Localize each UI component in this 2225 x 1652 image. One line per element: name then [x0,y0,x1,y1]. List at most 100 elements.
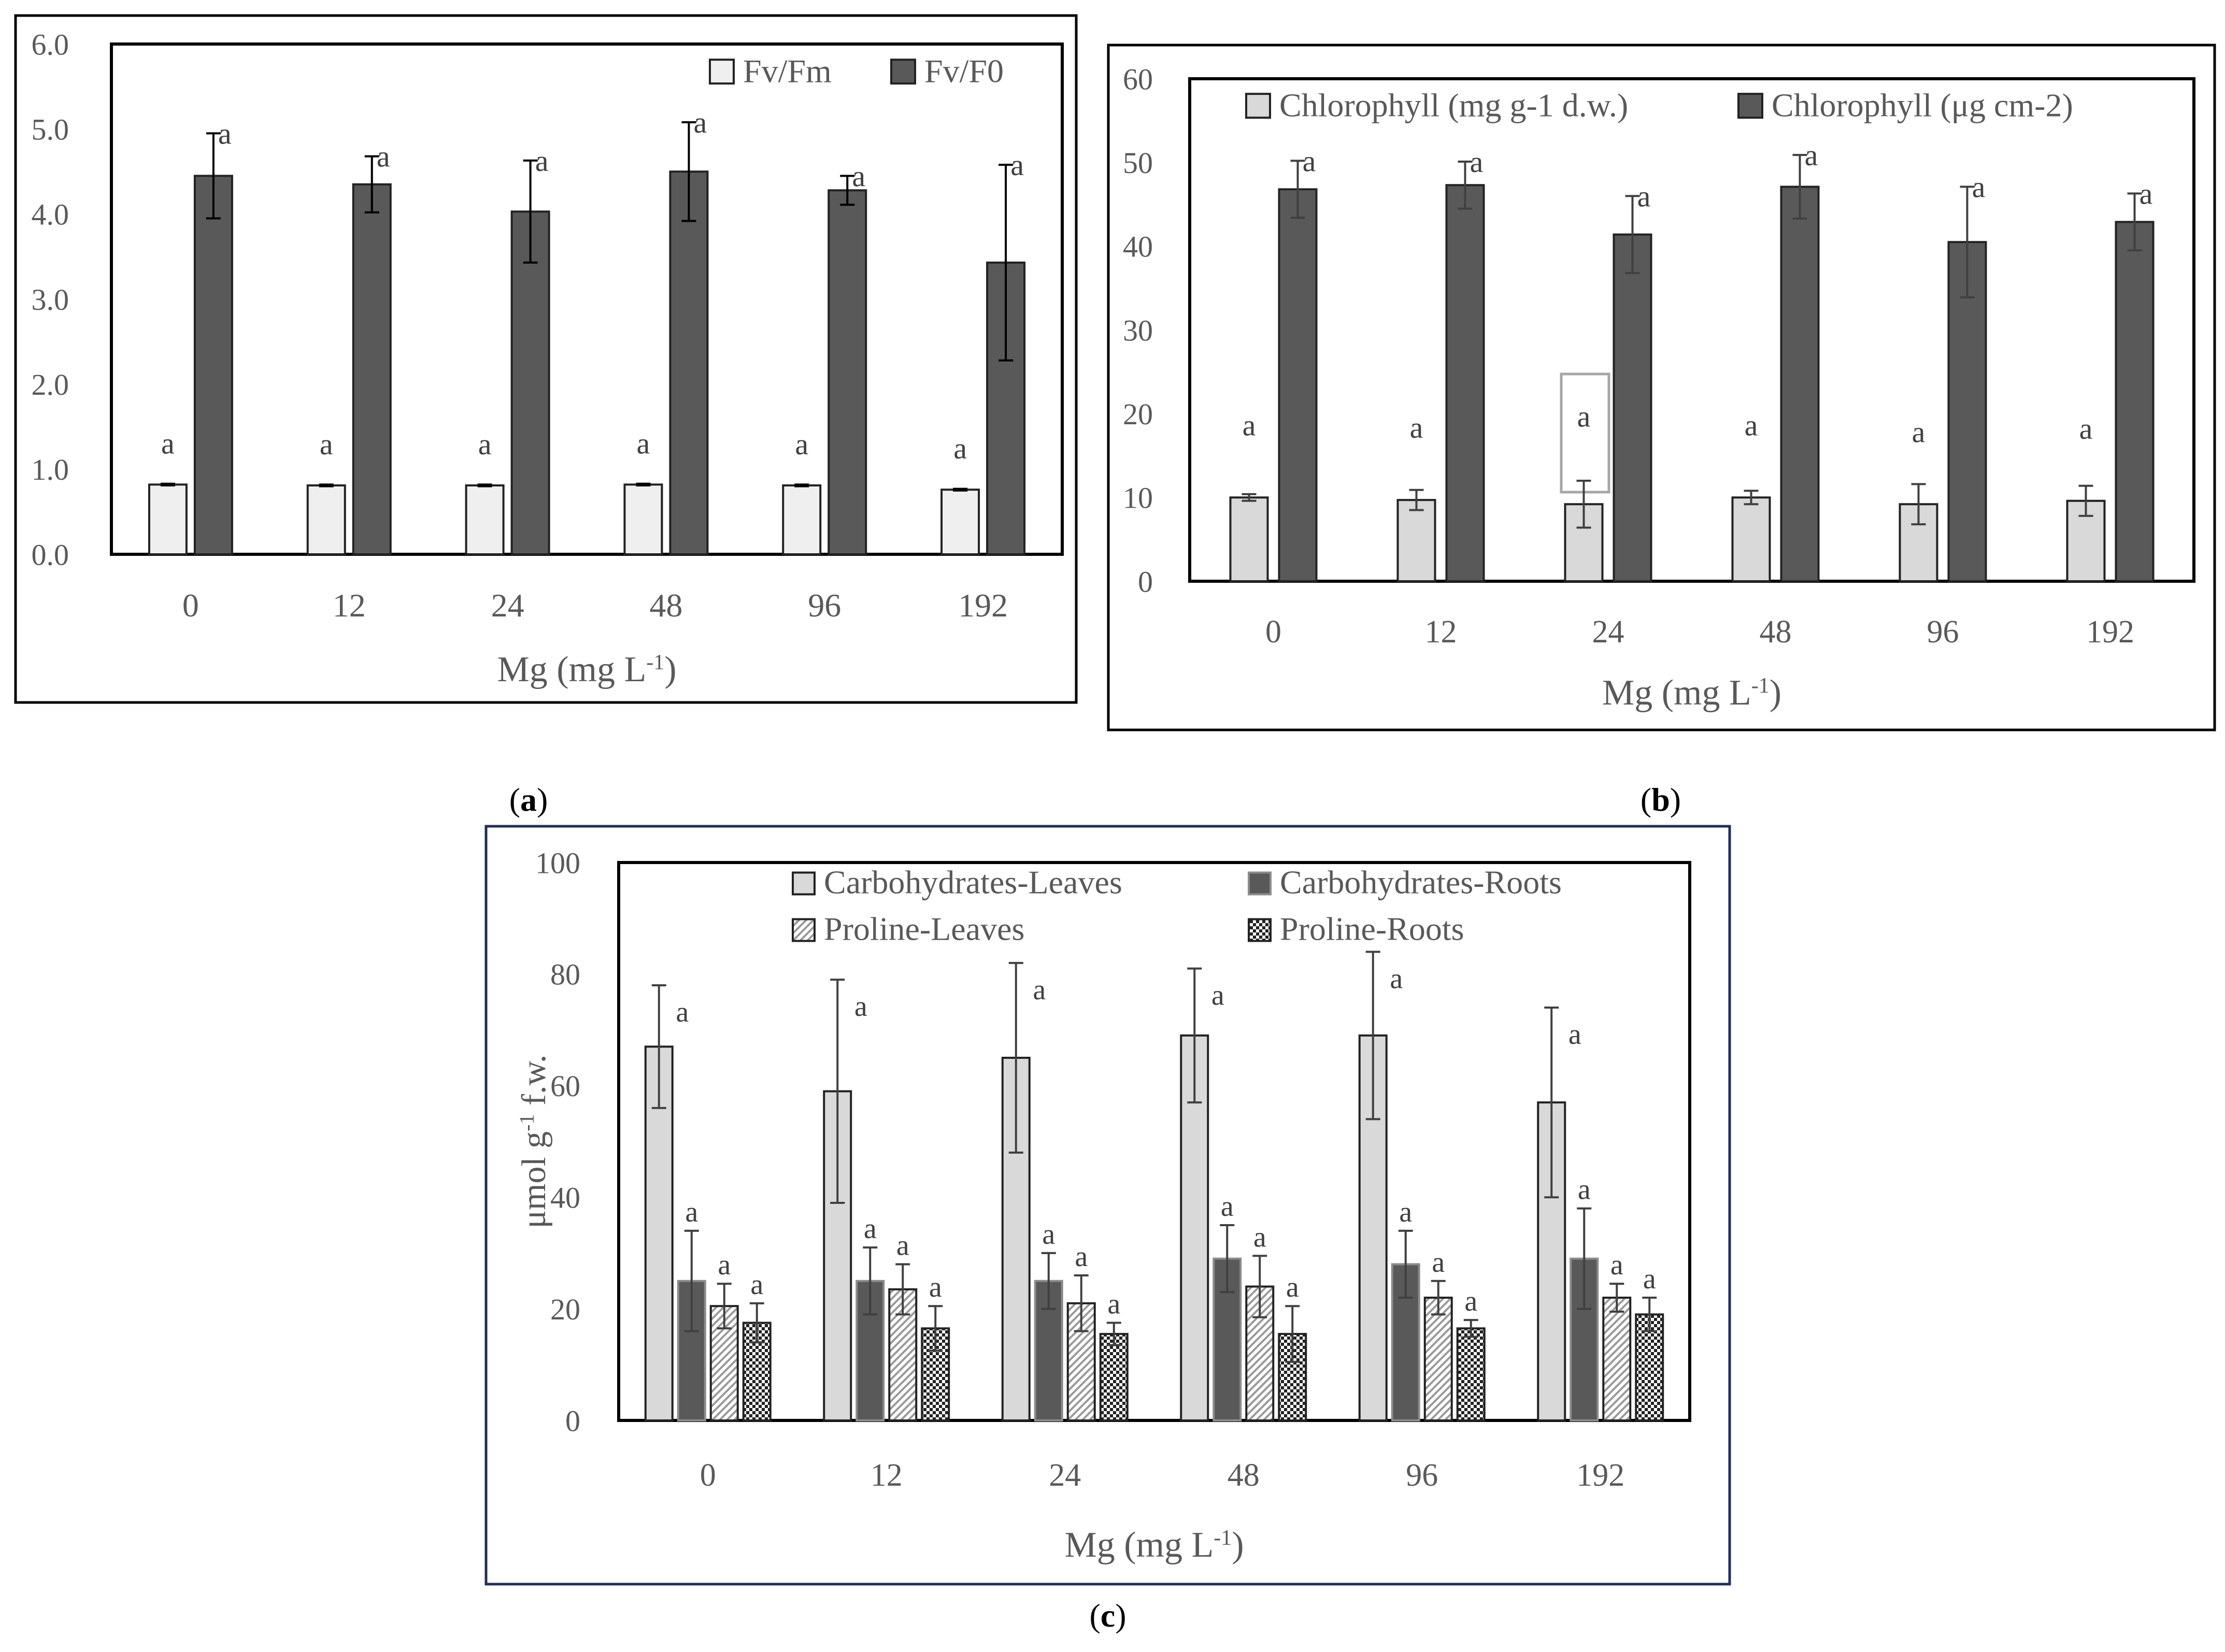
bar [782,484,822,556]
x-tick-label: 12 [333,587,366,624]
legend-label: Chlorophyll (μg cm-2) [1772,87,2073,123]
bar [1445,184,1485,583]
bar [1456,1327,1486,1421]
x-tick-label: 48 [1760,614,1792,650]
y-tick-label: 60 [1123,62,1153,96]
y-tick-label: 40 [1123,230,1153,264]
bar [1602,1297,1632,1422]
panel-a-frame [14,14,1078,704]
significance-letter: a [1221,1190,1234,1223]
bar [1099,1333,1129,1421]
significance-letter: a [1464,1285,1477,1317]
panel-c-plot-area [617,861,1691,1422]
y-axis-label: μmol g-1 f.w. [515,1055,553,1229]
bar [669,170,709,555]
x-tick-label: 96 [1406,1458,1438,1493]
significance-letter: a [1399,1196,1412,1228]
significance-letter: a [795,427,808,461]
x-tick-label: 12 [871,1458,903,1493]
significance-letter: a [676,996,689,1028]
x-tick-label: 192 [958,587,1008,624]
x-tick-label: 96 [1927,614,1959,650]
bar [1780,185,1820,582]
panel-a-plot-area [110,42,1064,556]
significance-letter: a [1390,963,1403,995]
significance-letter: a [1578,1174,1591,1206]
y-tick-label: 5.0 [32,112,69,146]
significance-letter: a [1577,399,1591,433]
panel-label-a: (a) [509,781,548,818]
x-tick-label: 0 [700,1458,716,1493]
significance-letter: a [2140,177,2153,210]
x-tick-label: 0 [182,587,199,624]
significance-letter: a [1243,408,1256,442]
legend-swatch [792,871,816,896]
panel-b-highlight-box [1560,372,1610,494]
legend-label: Proline-Roots [1280,910,1464,947]
significance-letter: a [1637,179,1651,213]
significance-letter: a [718,1249,731,1281]
significance-letter: a [1253,1221,1266,1253]
significance-letter: a [864,1213,877,1245]
bar [193,175,233,556]
chart-c: 0204060801000aaaa12aaaa24aaaa48aaaa96aaa… [515,846,1664,1565]
significance-letter: a [854,990,867,1023]
panel-b-plot-area [1188,77,2195,583]
significance-letter: a [1033,974,1046,1006]
bar [148,483,188,556]
legend-swatch [1737,93,1763,119]
x-tick-label: 96 [808,587,841,624]
significance-letter: a [1912,415,1926,449]
significance-letter: a [1211,980,1224,1012]
panel-b-frame [1107,44,2216,731]
significance-letter: a [1972,170,1986,204]
bar [306,484,346,556]
significance-letter: a [478,427,492,461]
x-tick-label: 12 [1425,614,1457,650]
significance-letter: a [161,426,175,460]
bar [940,489,980,556]
bar [1613,233,1652,582]
bar [1229,496,1269,582]
y-tick-label: 3.0 [32,283,69,317]
y-tick-label: 40 [550,1181,580,1215]
legend-swatch [1248,918,1272,942]
significance-letter: a [2079,412,2093,446]
significance-letter: a [1610,1249,1623,1281]
x-tick-label: 24 [1049,1458,1081,1493]
significance-letter: a [1470,145,1484,179]
x-tick-label: 0 [1265,614,1281,650]
significance-letter: a [218,117,232,150]
legend-label: Chlorophyll (mg g-1 d.w.) [1279,87,1628,123]
legend-label: Proline-Leaves [824,910,1024,947]
chart-a: 0.0 1.0 2.0 3.0 4.0 5.0 6.0 0 a a 12 a a 24 a a 48 a a 96 a a… [32,27,1026,689]
bar [1947,241,1987,582]
y-tick-label: 6.0 [32,27,69,61]
legend-swatch [890,59,916,85]
y-tick-label: 50 [1123,146,1153,180]
y-tick-label: 0 [565,1404,580,1438]
x-tick-label: 192 [2086,614,2134,650]
significance-letter: a [694,106,707,139]
y-tick-label: 30 [1123,313,1153,347]
bar [1278,188,1318,582]
legend-label: Carbohydrates-Leaves [824,864,1122,900]
x-axis-label: Mg (mg L-1) [1064,1525,1244,1565]
x-axis-label: Mg (mg L-1) [1602,673,1781,713]
y-tick-label: 1.0 [32,453,69,486]
x-tick-label: 192 [1576,1458,1624,1493]
significance-letter: a [896,1229,909,1261]
bar [465,484,505,556]
y-tick-label: 4.0 [32,198,69,232]
significance-letter: a [1568,1018,1581,1051]
significance-letter: a [1286,1271,1299,1303]
significance-letter: a [377,140,390,174]
x-tick-label: 48 [1228,1458,1260,1493]
y-tick-label: 60 [550,1069,580,1103]
significance-letter: a [1010,148,1024,182]
y-tick-label: 80 [550,958,580,992]
significance-letter: a [535,144,549,178]
panel-c-frame [484,825,1731,1586]
bar [1423,1297,1453,1422]
